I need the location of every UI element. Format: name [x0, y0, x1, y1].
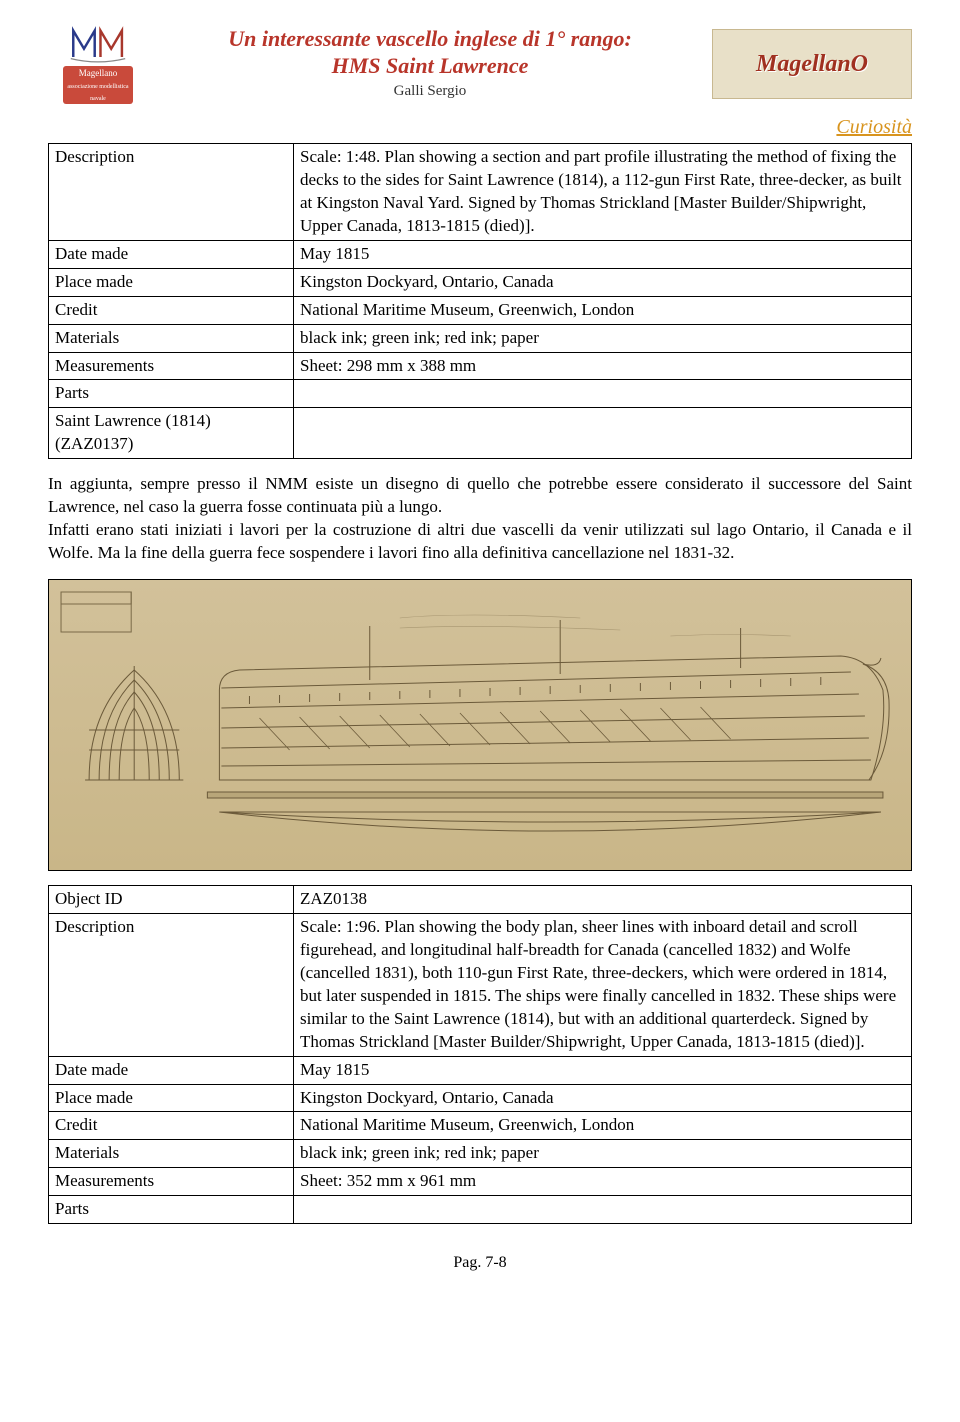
- meta-value: [294, 1196, 912, 1224]
- table-row: CreditNational Maritime Museum, Greenwic…: [49, 296, 912, 324]
- body-paragraph: In aggiunta, sempre presso il NMM esiste…: [48, 473, 912, 565]
- meta-label: Date made: [49, 240, 294, 268]
- page-number: Pag. 7-8: [48, 1252, 912, 1274]
- page-header: Magellano associazione modellistica nava…: [48, 24, 912, 104]
- meta-value: [294, 408, 912, 459]
- table-row: Saint Lawrence (1814) (ZAZ0137): [49, 408, 912, 459]
- table-row: DescriptionScale: 1:96. Plan showing the…: [49, 913, 912, 1056]
- meta-value: Kingston Dockyard, Ontario, Canada: [294, 1084, 912, 1112]
- table-row: MeasurementsSheet: 298 mm x 388 mm: [49, 352, 912, 380]
- meta-label: Measurements: [49, 1168, 294, 1196]
- meta-label: Materials: [49, 1140, 294, 1168]
- header-center: Un interessante vascello inglese di 1° r…: [148, 26, 712, 101]
- table-row: Parts: [49, 1196, 912, 1224]
- table-row: CreditNational Maritime Museum, Greenwic…: [49, 1112, 912, 1140]
- meta-value: National Maritime Museum, Greenwich, Lon…: [294, 1112, 912, 1140]
- meta-label: Object ID: [49, 886, 294, 914]
- table-row: Place madeKingston Dockyard, Ontario, Ca…: [49, 268, 912, 296]
- meta-label: Parts: [49, 1196, 294, 1224]
- meta-value: black ink; green ink; red ink; paper: [294, 1140, 912, 1168]
- header-title-2: HMS Saint Lawrence: [148, 53, 712, 79]
- table-row: MeasurementsSheet: 352 mm x 961 mm: [49, 1168, 912, 1196]
- meta-label: Credit: [49, 1112, 294, 1140]
- table-row: Place madeKingston Dockyard, Ontario, Ca…: [49, 1084, 912, 1112]
- header-title-1: Un interessante vascello inglese di 1° r…: [148, 26, 712, 52]
- table-row: Parts: [49, 380, 912, 408]
- meta-value: Sheet: 352 mm x 961 mm: [294, 1168, 912, 1196]
- meta-value: Kingston Dockyard, Ontario, Canada: [294, 268, 912, 296]
- meta-value: Sheet: 298 mm x 388 mm: [294, 352, 912, 380]
- ship-plan-figure: [48, 579, 912, 871]
- meta-label: Parts: [49, 380, 294, 408]
- meta-value: [294, 380, 912, 408]
- meta-value: Scale: 1:48. Plan showing a section and …: [294, 144, 912, 241]
- table-row: DescriptionScale: 1:48. Plan showing a s…: [49, 144, 912, 241]
- meta-label: Date made: [49, 1056, 294, 1084]
- section-label[interactable]: Curiosità: [48, 114, 912, 141]
- table-row: Date madeMay 1815: [49, 240, 912, 268]
- logo-left-sub: associazione modellistica navale: [67, 84, 128, 102]
- table-row: Object IDZAZ0138: [49, 886, 912, 914]
- logo-left-text: Magellano: [79, 68, 118, 78]
- table-row: Materialsblack ink; green ink; red ink; …: [49, 1140, 912, 1168]
- meta-value: May 1815: [294, 1056, 912, 1084]
- logo-left: Magellano associazione modellistica nava…: [48, 24, 148, 104]
- meta-label: Credit: [49, 296, 294, 324]
- meta-value: black ink; green ink; red ink; paper: [294, 324, 912, 352]
- meta-label: Measurements: [49, 352, 294, 380]
- meta-label: Place made: [49, 1084, 294, 1112]
- meta-label: Saint Lawrence (1814) (ZAZ0137): [49, 408, 294, 459]
- meta-label: Description: [49, 913, 294, 1056]
- logo-right-text: MagellanO: [756, 48, 868, 80]
- meta-label: Materials: [49, 324, 294, 352]
- meta-label: Description: [49, 144, 294, 241]
- metadata-table-1: DescriptionScale: 1:48. Plan showing a s…: [48, 143, 912, 459]
- meta-value: ZAZ0138: [294, 886, 912, 914]
- meta-value: May 1815: [294, 240, 912, 268]
- logo-right: MagellanO: [712, 29, 912, 99]
- meta-label: Place made: [49, 268, 294, 296]
- header-author: Galli Sergio: [148, 81, 712, 101]
- meta-value: Scale: 1:96. Plan showing the body plan,…: [294, 913, 912, 1056]
- meta-value: National Maritime Museum, Greenwich, Lon…: [294, 296, 912, 324]
- table-row: Materialsblack ink; green ink; red ink; …: [49, 324, 912, 352]
- metadata-table-2: Object IDZAZ0138 DescriptionScale: 1:96.…: [48, 885, 912, 1224]
- table-row: Date madeMay 1815: [49, 1056, 912, 1084]
